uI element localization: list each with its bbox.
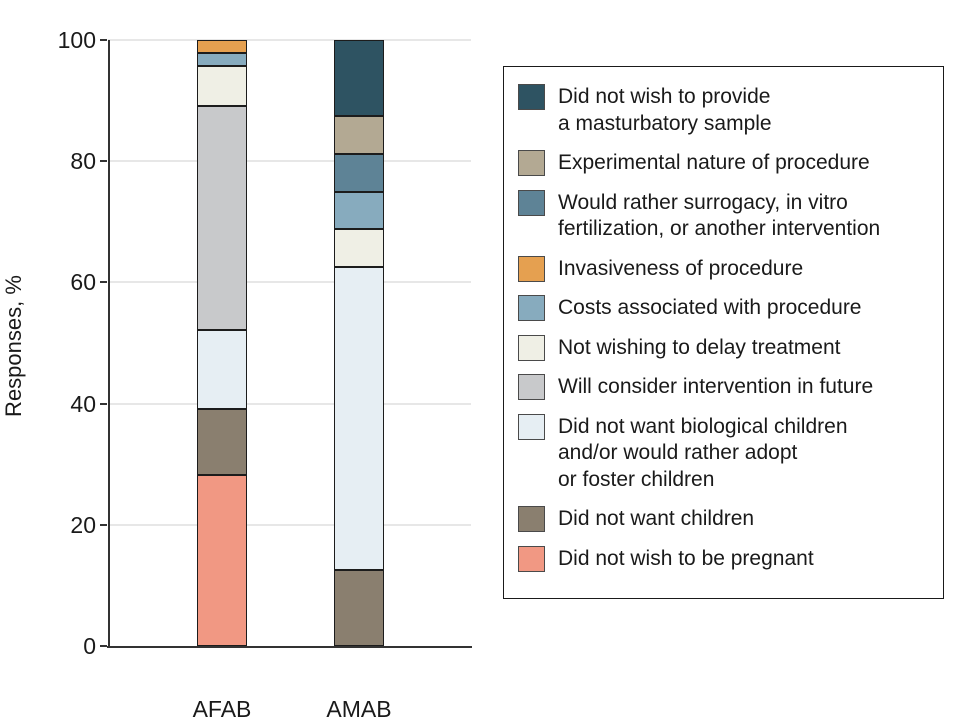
legend-label-line: Did not wish to provide — [558, 85, 771, 108]
bar-segment-experimental-nature-of-procedure — [334, 115, 384, 154]
gridline-40 — [108, 402, 471, 405]
y-axis-tick-100 — [100, 39, 107, 41]
legend-swatch-not-wishing-to-delay-treatment — [518, 334, 545, 361]
legend-label-will-consider-intervention-in-future: Will consider intervention in future — [558, 374, 873, 401]
legend-label-did-not-wish-to-provide: Did not wish to provide a masturbatory sa… — [558, 84, 772, 137]
legend-label-line: Not wishing to delay treatment — [558, 335, 841, 359]
legend-label-costs-associated-with-procedure: Costs associated with procedure — [558, 295, 862, 322]
legend-swatch-invasiveness-of-procedure — [518, 255, 545, 282]
legend-label-line: fertilization, or another intervention — [558, 217, 881, 240]
legend-label-line: or foster children — [558, 467, 715, 491]
bar-segment-did-not-want-children — [334, 570, 384, 646]
legend-swatch-experimental-nature-of-procedure — [518, 150, 545, 176]
y-tick-label-100: 100 — [57, 27, 96, 53]
legend-item-8: Did not want biological children and/or w… — [518, 413, 931, 494]
bar-afab — [197, 40, 247, 646]
bar-segment-did-not-want-children — [197, 408, 247, 475]
bar-segment-did-not-wish-to-be-pregnant — [197, 474, 247, 646]
legend-item-5: Costs associated with procedure — [518, 295, 931, 322]
legend-label-line: Invasiveness of procedure — [558, 256, 804, 280]
bar-segment-not-wishing-to-delay-treatment — [334, 229, 384, 268]
y-axis-tick-60 — [100, 281, 107, 284]
legend-swatch-did-not-wish-to-be-pregnant — [518, 545, 545, 572]
legend-label-line: Experimental nature of procedure — [558, 151, 870, 174]
legend-item-10: Did not wish to be pregnant — [518, 545, 931, 573]
legend-label-line: Would rather surrogacy, in vitro — [558, 190, 848, 214]
legend-label-did-not-want-children: Did not want children — [558, 506, 754, 533]
gridline-80 — [108, 160, 471, 163]
legend-swatch-will-consider-intervention-in-future — [518, 374, 545, 400]
bar-segment-costs-associated-with-procedure — [334, 191, 384, 230]
bar-segment-did-not-want-biological-children-and-or- — [197, 329, 247, 409]
gridline-60 — [108, 281, 471, 284]
plot-area: 0 20 40 60 80 100 AFAB AMAB — [58, 27, 472, 722]
legend-label-line: Costs associated with procedure — [558, 296, 862, 319]
legend-swatch-did-not-want-biological-children — [518, 413, 545, 440]
legend-item-4: Invasiveness of procedure — [518, 255, 931, 283]
y-axis-line — [108, 40, 110, 646]
legend-item-2: Experimental nature of procedure — [518, 150, 931, 177]
legend-label-did-not-wish-to-be-pregnant: Did not wish to be pregnant — [558, 546, 814, 573]
bar-segment-did-not-wish-to-provide-a-masturbatory-s — [334, 40, 384, 116]
x-axis-line — [107, 646, 472, 648]
legend-item-7: Will consider intervention in future — [518, 374, 931, 401]
bar-segment-invasiveness-of-procedure — [197, 40, 247, 54]
legend-item-6: Not wishing to delay treatment — [518, 334, 931, 362]
legend-label-line: a masturbatory sample — [558, 111, 772, 135]
legend-item-1: Did not wish to provide a masturbatory sa… — [518, 84, 931, 137]
gridline-100 — [108, 39, 471, 41]
bar-amab — [334, 40, 384, 646]
bar-segment-not-wishing-to-delay-treatment — [197, 66, 247, 106]
bar-segment-would-rather-surrogacy-in-vitro-fertiliz — [334, 153, 384, 192]
y-axis-tick-20 — [100, 523, 107, 526]
legend-swatch-did-not-want-children — [518, 506, 545, 532]
gridline-20 — [108, 523, 471, 526]
legend-swatch-did-not-wish-to-provide — [518, 84, 545, 110]
legend-label-line: Will consider intervention in future — [558, 375, 874, 398]
legend-item-3: Would rather surrogacy, in vitro fertiliz… — [518, 189, 931, 243]
legend-label-invasiveness-of-procedure: Invasiveness of procedure — [558, 256, 803, 283]
y-axis-title: Responses, % — [1, 275, 26, 417]
legend-label-would-rather-surrogacy-in-vitro: Would rather surrogacy, in vitro fertiliz… — [558, 190, 880, 243]
legend-label-not-wishing-to-delay-treatment: Not wishing to delay treatment — [558, 335, 840, 362]
bar-segment-will-consider-intervention-in-future — [197, 105, 247, 330]
x-axis-label-afab: AFAB — [192, 696, 252, 722]
bar-segment-costs-associated-with-procedure — [197, 53, 247, 67]
y-tick-label-80: 80 — [70, 148, 96, 175]
legend-swatch-would-rather-surrogacy-in-vitro — [518, 189, 545, 216]
y-axis-tick-0 — [100, 645, 107, 647]
legend-box: Did not wish to provide a masturbatory sa… — [503, 66, 944, 599]
legend-swatch-costs-associated-with-procedure — [518, 295, 545, 321]
legend-item-9: Did not want children — [518, 506, 931, 533]
y-axis-tick-40 — [100, 402, 107, 405]
legend-label-line: and/or would rather adopt — [558, 441, 798, 464]
y-axis-tick-80 — [100, 160, 107, 163]
legend-label-line: Did not wish to be pregnant — [558, 546, 814, 570]
y-tick-label-60: 60 — [70, 269, 96, 296]
legend-label-experimental-nature-of-procedure: Experimental nature of procedure — [558, 150, 870, 177]
x-axis-label-amab: AMAB — [326, 696, 392, 722]
y-tick-label-20: 20 — [70, 511, 96, 538]
legend-label-line: Did not want biological children — [558, 414, 848, 438]
bar-segment-did-not-want-biological-children-and-or- — [334, 267, 384, 571]
y-tick-label-40: 40 — [70, 390, 96, 417]
legend-label-line: Did not want children — [558, 507, 755, 530]
legend-label-did-not-want-biological-children: Did not want biological children and/or w… — [558, 414, 848, 494]
y-tick-label-0: 0 — [83, 633, 96, 659]
